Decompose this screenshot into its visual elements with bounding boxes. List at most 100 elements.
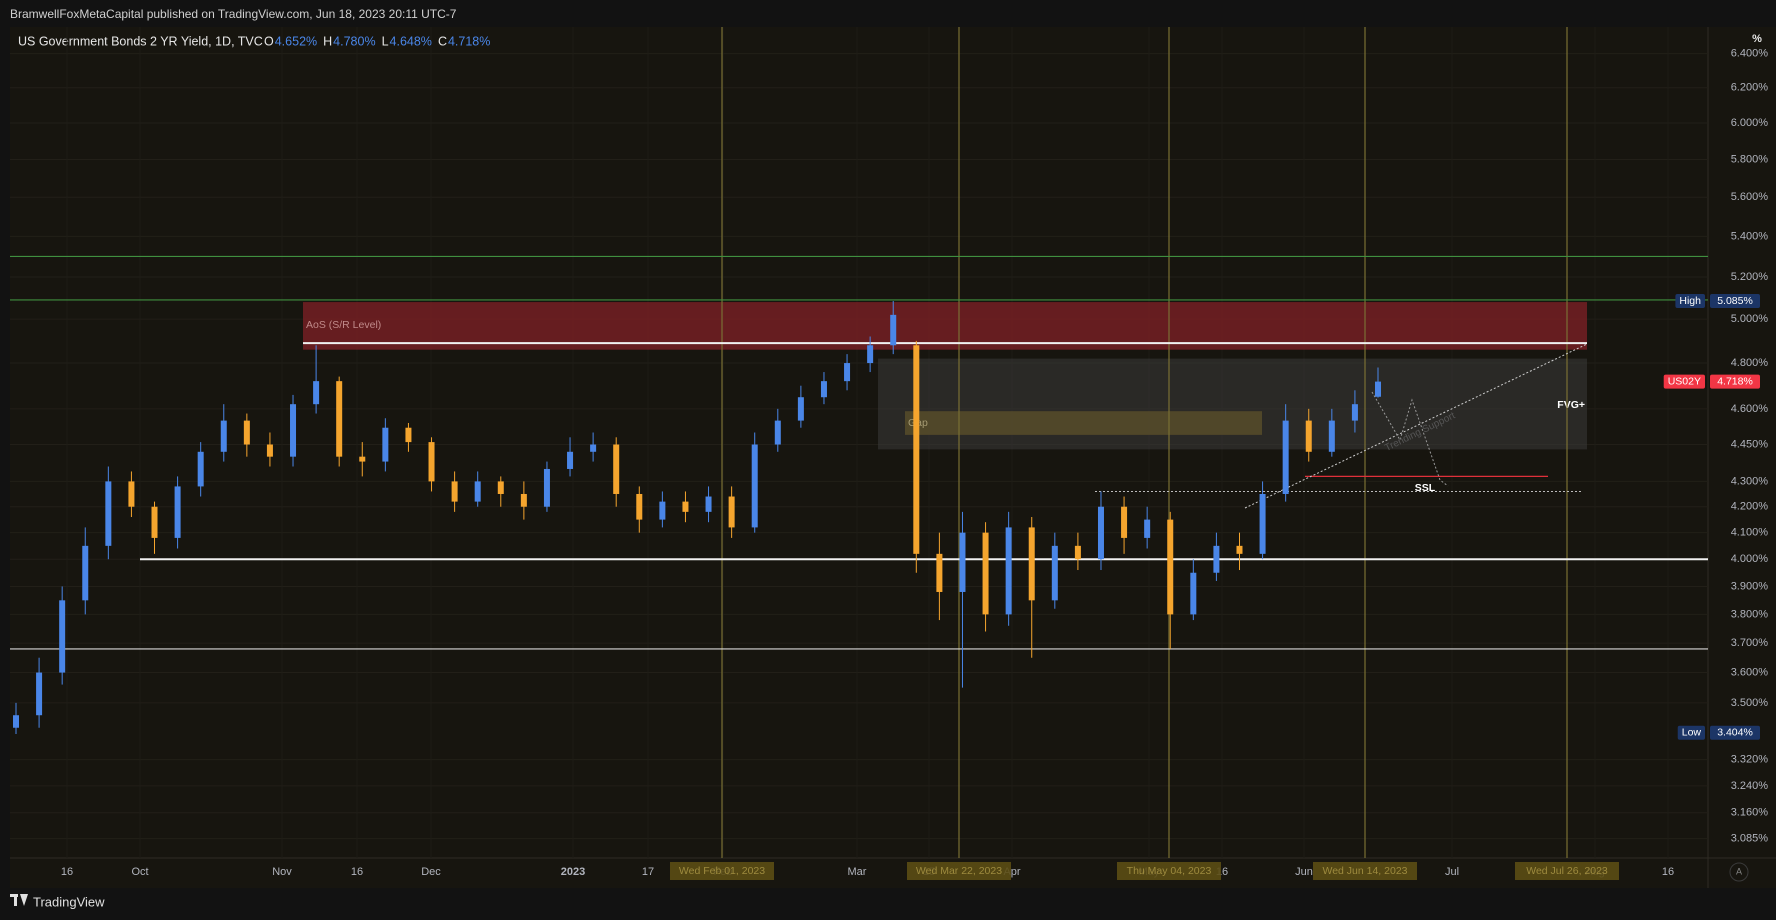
y-tick-label: 4.000% [1731,553,1769,565]
ohlc-key: H [323,34,332,48]
zone [303,302,1587,350]
zone-label: FVG+ [1557,399,1585,411]
y-tick-label: 3.900% [1731,580,1769,592]
y-tick-label: 4.300% [1731,475,1769,487]
y-tick-label: 5.800% [1731,153,1769,165]
ohlc-key: L [382,34,389,48]
annotation: SSL [1415,482,1436,494]
brand-name: TradingView [33,894,105,909]
y-tick-label: 5.400% [1731,230,1769,242]
ohlc-value: 4.652% [275,34,317,48]
date-marker-box [1117,862,1221,880]
candle-body [474,481,481,502]
date-marker-label: Wed Jul 26, 2023 [1526,865,1608,877]
price-label-name: Low [1682,727,1702,739]
candle-body [220,420,227,452]
y-tick-label: 3.320% [1731,754,1769,766]
candle-body [774,420,781,445]
candle-body [844,363,851,382]
y-tick-label: 3.500% [1731,697,1769,709]
date-marker-box [1313,862,1417,880]
time-axis [10,858,1776,888]
date-marker-box [1515,862,1619,880]
candle-body [174,486,181,538]
x-tick-label: Oct [131,866,148,878]
auto-scale-label[interactable]: A [1736,866,1742,876]
candle-body [451,481,458,502]
price-label-name: High [1679,295,1701,307]
candle-body [405,427,412,443]
x-tick-label: 17 [642,866,654,878]
candle-body [636,493,643,520]
candle-body [266,444,273,457]
y-tick-label: 3.800% [1731,608,1769,620]
price-label-name-box [1675,294,1705,309]
candle-body [913,345,920,554]
candle-body [1167,519,1174,615]
candle-body [1051,545,1058,601]
candle-body [336,381,343,457]
candle-body [1305,420,1312,452]
y-tick-label: 4.450% [1731,438,1769,450]
candle-body [428,442,435,482]
ohlc-value: 4.718% [448,34,490,48]
date-marker-label: Wed Jun 14, 2023 [1322,865,1407,877]
candle-body [1121,506,1128,538]
zone [878,358,1587,450]
price-label-value: 5.085% [1717,295,1753,307]
candle-body [1328,420,1335,452]
y-tick-label: 3.240% [1731,780,1769,792]
y-tick-label: 3.700% [1731,637,1769,649]
zone-label: AoS (S/R Level) [306,319,381,331]
candle-body [359,456,366,462]
publisher-line: BramwellFoxMetaCapital published on Trad… [10,7,457,21]
candle-body [1190,572,1197,615]
y-tick-label: 6.200% [1731,82,1769,94]
candle-body [197,451,204,487]
x-tick-label: 16 [351,866,363,878]
y-tick-label: 3.600% [1731,666,1769,678]
candle-body [1028,527,1035,601]
candle-body [382,427,389,462]
y-tick-label: 5.000% [1731,313,1769,325]
y-tick-label: 3.085% [1731,833,1769,845]
candle-body [820,381,827,398]
candle-body [982,532,989,615]
candle-body [1074,545,1081,560]
candle-body [659,501,666,520]
projection-path [1371,391,1449,487]
candle-body [151,506,158,538]
date-marker-label: Thu May 04, 2023 [1127,865,1212,877]
y-tick-label: 6.400% [1731,47,1769,59]
date-marker-label: Wed Mar 22, 2023 [916,865,1002,877]
y-tick-label: 4.800% [1731,357,1769,369]
candle-body [682,501,689,512]
x-tick-label: Dec [421,866,441,878]
y-tick-label: 5.200% [1731,271,1769,283]
candle-body [959,532,966,592]
auto-scale-button[interactable] [1729,862,1749,882]
candle-body [1282,420,1289,494]
x-tick-label: 16 [61,866,73,878]
ohlc-key: C [438,34,447,48]
ohlc-value: 4.648% [390,34,432,48]
x-tick-label: Mar [848,866,867,878]
price-label-box [1710,725,1760,740]
candle-body [1351,404,1358,421]
candle-body [867,345,874,364]
y-tick-label: 6.000% [1731,117,1769,129]
x-tick-label: 2023 [561,866,585,878]
candle-body [290,404,297,457]
date-marker-box [907,862,1011,880]
zone [905,411,1262,435]
price-label-name-box [1677,725,1705,740]
brand-logo [10,894,28,906]
y-tick-label: 3.160% [1731,807,1769,819]
x-tick-label: Nov [272,866,292,878]
candle-body [1375,381,1381,397]
candle-body [1213,545,1220,573]
unit-label: % [1752,33,1762,45]
chart-layer: 6.400% 6.200% 6.000% 5.800% 5.600% 5.400% 5.20… [10,27,1768,880]
candle-body [36,672,43,716]
candle-body [1236,545,1243,554]
